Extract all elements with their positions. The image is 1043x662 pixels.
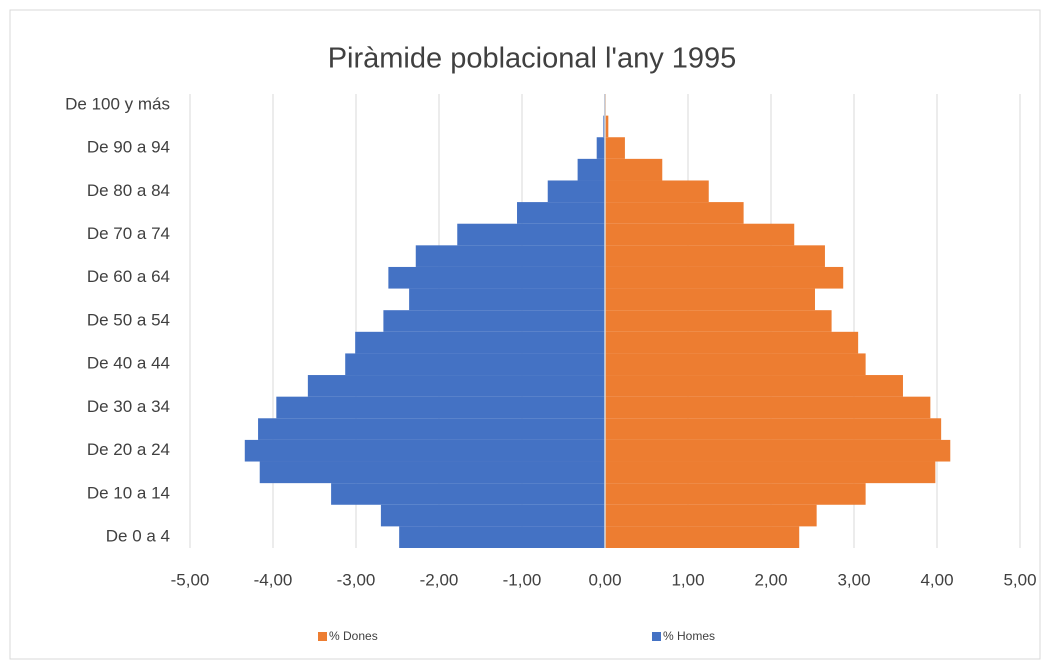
y-tick-label: De 20 a 24 (87, 440, 170, 459)
bar (409, 288, 605, 311)
bar (345, 353, 605, 376)
bar (399, 526, 605, 548)
x-tick-label: 4,00 (920, 570, 953, 589)
bar (547, 180, 605, 203)
y-tick-label: De 80 a 84 (87, 181, 170, 200)
bar (605, 266, 844, 289)
y-tick-label: De 100 y más (65, 94, 170, 113)
x-tick-label: 2,00 (754, 570, 787, 589)
x-tick-label: 0,00 (588, 570, 621, 589)
x-tick-label: -1,00 (503, 570, 542, 589)
bar (605, 396, 931, 419)
bar (605, 483, 866, 505)
x-tick-label: 5,00 (1003, 570, 1036, 589)
y-tick-label: De 50 a 54 (87, 310, 170, 329)
bar (605, 331, 859, 354)
y-tick-label: De 10 a 14 (87, 483, 170, 502)
bar (605, 418, 942, 440)
y-tick-label: De 60 a 64 (87, 267, 170, 286)
x-tick-label: -5,00 (171, 570, 210, 589)
bar (596, 137, 605, 159)
bar (605, 223, 795, 246)
bar (276, 396, 605, 419)
bar (605, 504, 817, 527)
bar (603, 115, 605, 138)
bar (605, 310, 832, 332)
bar (605, 202, 744, 224)
y-tick-label: De 70 a 74 (87, 224, 170, 243)
bar (258, 418, 605, 440)
x-tick-label: 3,00 (837, 570, 870, 589)
bar (517, 202, 605, 224)
bar (605, 158, 663, 181)
y-tick-label: De 0 a 4 (106, 527, 170, 546)
bar (577, 158, 605, 181)
x-tick-label: -3,00 (337, 570, 376, 589)
bar (380, 504, 605, 527)
bar (244, 439, 605, 462)
legend-swatch (652, 632, 661, 641)
bar (415, 245, 605, 267)
bar (457, 223, 605, 246)
bar (259, 461, 605, 484)
bar (605, 115, 609, 138)
bar (605, 526, 800, 548)
legend-label: % Dones (329, 629, 378, 643)
bar (605, 353, 866, 376)
bar (605, 180, 709, 203)
y-tick-label: De 90 a 94 (87, 138, 170, 157)
y-tick-label: De 40 a 44 (87, 354, 170, 373)
bar (331, 483, 605, 505)
bar (383, 310, 605, 332)
bar (605, 137, 625, 159)
x-tick-label: 1,00 (671, 570, 704, 589)
bar (355, 331, 605, 354)
y-tick-label: De 30 a 34 (87, 397, 170, 416)
x-tick-label: -4,00 (254, 570, 293, 589)
bar (388, 266, 605, 289)
x-tick-label: -2,00 (420, 570, 459, 589)
chart-title: Piràmide poblacional l'any 1995 (328, 43, 737, 75)
legend-swatch (318, 632, 327, 641)
bar (605, 288, 815, 311)
legend-label: % Homes (663, 629, 715, 643)
bar (605, 439, 951, 462)
bar (605, 375, 903, 397)
bar (605, 245, 825, 267)
bar (307, 375, 605, 397)
bar (605, 461, 936, 484)
